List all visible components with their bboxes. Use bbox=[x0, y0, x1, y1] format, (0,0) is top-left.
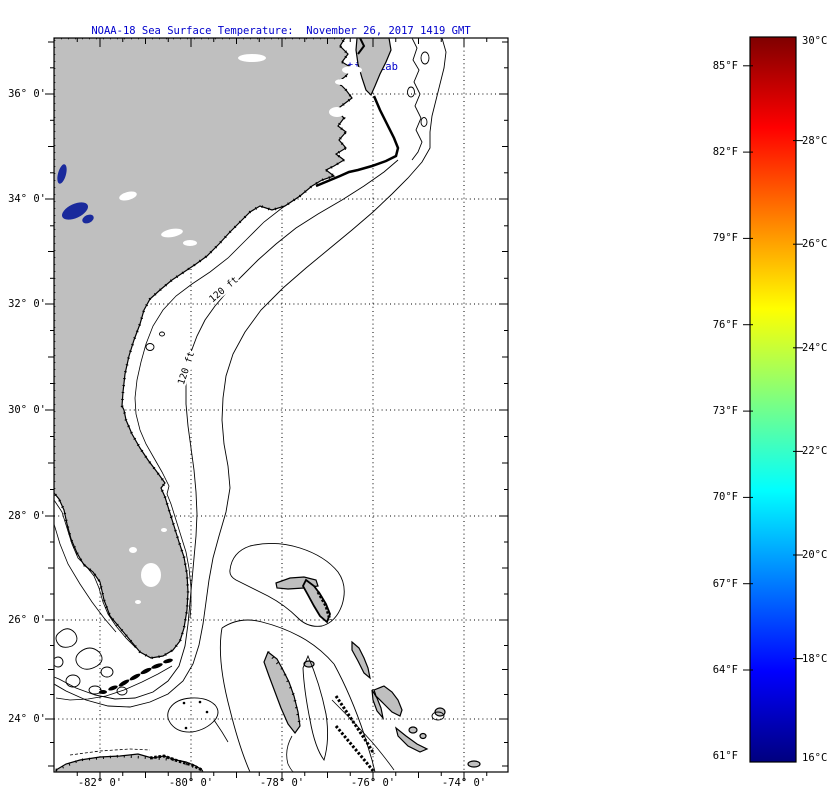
axis-ticks bbox=[45, 38, 508, 781]
long-island-bahamas bbox=[373, 685, 403, 717]
lon-axis-label: -76° 0' bbox=[350, 777, 396, 789]
colorbar-c-label: 18°C bbox=[802, 652, 828, 665]
colorbar-ticks bbox=[743, 65, 803, 671]
great-bahama-bank-east bbox=[333, 663, 376, 772]
land-masses bbox=[54, 38, 481, 772]
outer-banks bbox=[315, 95, 400, 188]
coastline-speckle bbox=[54, 38, 376, 772]
colorbar-c-label: 22°C bbox=[802, 445, 828, 458]
colorbar-f-label: 73°F bbox=[712, 405, 738, 418]
colorbar-c-label: 20°C bbox=[802, 549, 828, 561]
lakes-no-data bbox=[119, 54, 362, 604]
great-bahama-bank-west bbox=[220, 627, 251, 772]
lat-axis-label: 30° 0' bbox=[8, 404, 46, 416]
lon-axis-label: -78° 0' bbox=[259, 777, 305, 789]
lake-sst-patch bbox=[57, 164, 67, 184]
little-bahama-bank-contour bbox=[229, 543, 345, 627]
tongue-of-ocean-contour bbox=[302, 654, 329, 761]
lat-axis-label: 34° 0' bbox=[8, 193, 46, 205]
map-layers bbox=[54, 38, 481, 772]
colorbar-c-label: 28°C bbox=[802, 134, 828, 147]
keys-reef-contour bbox=[55, 665, 173, 701]
colorbar-f-label: 82°F bbox=[712, 146, 738, 159]
colorbar-c-label: 24°C bbox=[802, 341, 828, 354]
inland-water-sst bbox=[57, 164, 94, 224]
lake-marion-sst bbox=[61, 202, 89, 220]
colorbar-c-label: 30°C bbox=[802, 35, 828, 47]
abaco-island bbox=[301, 578, 331, 624]
colorbar-f-label: 61°F bbox=[712, 750, 738, 763]
bathymetry-contours bbox=[54, 38, 447, 772]
eleuthera-island bbox=[351, 640, 371, 680]
chesapeake-barrier bbox=[357, 38, 366, 55]
lon-axis-label: -82° 0' bbox=[77, 777, 123, 789]
shelf-contour-outer bbox=[54, 38, 447, 708]
inshore-contour bbox=[134, 195, 301, 619]
hatteras-contour bbox=[411, 38, 423, 161]
lake-mattamuskeet bbox=[329, 107, 345, 117]
shelf-contour-120ft bbox=[54, 159, 399, 700]
lat-axis-label: 36° 0' bbox=[8, 88, 46, 100]
small-cay bbox=[419, 732, 427, 740]
barrier-islands bbox=[315, 38, 400, 188]
rum-cay-island bbox=[408, 726, 418, 734]
florida-keys bbox=[99, 658, 173, 694]
lon-axis-label: -80° 0' bbox=[168, 777, 214, 789]
lat-axis-label: 24° 0' bbox=[8, 713, 46, 725]
colorbar-f-label: 76°F bbox=[712, 318, 738, 331]
lon-axis-label: -74° 0' bbox=[441, 777, 487, 789]
colorbar-f-label: 64°F bbox=[712, 664, 738, 676]
colorbar-f-label: 70°F bbox=[712, 491, 738, 504]
lake-moultrie-sst bbox=[82, 214, 94, 224]
title-line-1: NOAA-18 Sea Surface Temperature: Novembe… bbox=[91, 25, 471, 37]
us-mainland-coast bbox=[54, 38, 353, 659]
crooked-island bbox=[394, 726, 429, 753]
lat-axis-label: 32° 0' bbox=[8, 298, 46, 310]
lat-axis-label: 26° 0' bbox=[8, 614, 46, 626]
lat-axis-label: 28° 0' bbox=[8, 510, 46, 522]
andros-island bbox=[263, 651, 301, 735]
colorbar-f-label: 79°F bbox=[712, 232, 738, 245]
great-bahama-bank-north bbox=[221, 619, 335, 665]
cay-sal-bank-contour bbox=[167, 697, 219, 733]
gulf-contour bbox=[54, 500, 137, 649]
lake-okeechobee bbox=[141, 563, 161, 587]
colorbar-c-label: 26°C bbox=[802, 238, 828, 251]
colorbar-f-label: 67°F bbox=[712, 577, 738, 590]
colorbar-f-label: 85°F bbox=[712, 59, 738, 72]
tiny-island-southeast bbox=[467, 760, 481, 768]
cat-island bbox=[371, 689, 385, 721]
colorbar-c-label: 16°C bbox=[802, 752, 828, 764]
virginia-peninsula bbox=[355, 38, 392, 97]
map-frame bbox=[53, 37, 509, 773]
temperature-colorbar bbox=[749, 36, 797, 763]
